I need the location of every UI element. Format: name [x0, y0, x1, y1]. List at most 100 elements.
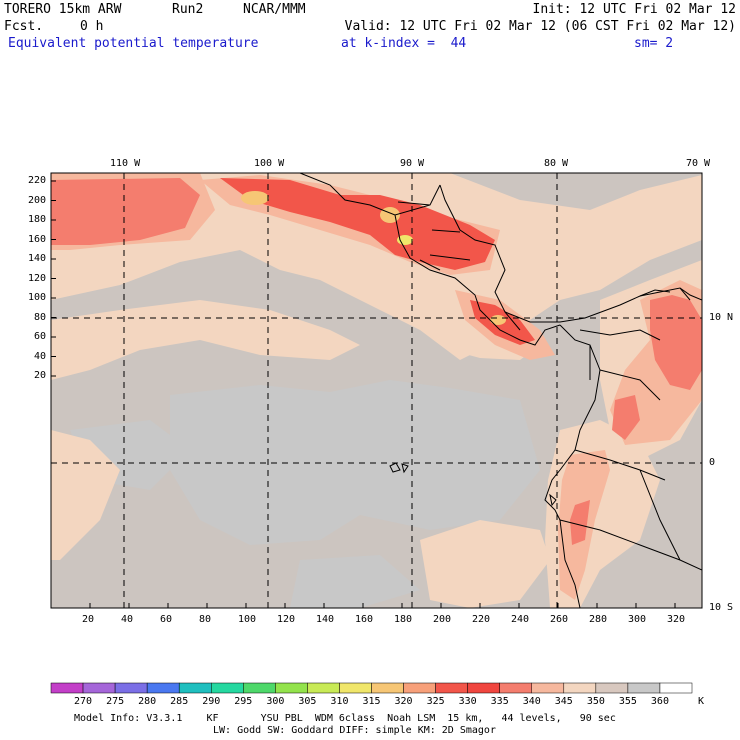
- colorbar-label: 345: [554, 696, 573, 707]
- field-name: Equivalent potential temperature: [8, 36, 259, 51]
- org-label: NCAR/MMM: [243, 2, 306, 17]
- x-tick-label: 60: [160, 614, 173, 625]
- colorbar-swatch: [659, 682, 693, 694]
- hot-spot: [490, 315, 506, 325]
- colorbar-label: 300: [266, 696, 285, 707]
- colorbar-swatch: [339, 682, 372, 694]
- smoothing-label: sm= 2: [634, 36, 674, 51]
- galapagos-islands: [389, 462, 409, 474]
- colorbar-label: 315: [362, 696, 381, 707]
- red-region: [612, 395, 640, 440]
- country-border-south-america: [559, 329, 702, 571]
- x-tick-label: 200: [433, 614, 452, 625]
- x-tick-label: 300: [628, 614, 647, 625]
- y-tick-label: 200: [27, 194, 46, 206]
- coastline-caribbean: [439, 184, 691, 323]
- colorbar-label: 295: [234, 696, 253, 707]
- model-name: TORERO 15km ARW: [4, 2, 122, 17]
- colorbar-label: 280: [138, 696, 157, 707]
- colorbar-swatch: [371, 682, 404, 694]
- red-region: [650, 295, 702, 390]
- y-tick-label: 20: [33, 370, 46, 381]
- x-tick-label: 40: [121, 614, 134, 625]
- peach-region: [420, 520, 550, 608]
- colorbar-swatch: [243, 682, 276, 694]
- valid-time: Valid: 12 UTC Fri 02 Mar 12 (06 CST Fri …: [344, 19, 736, 34]
- colorbar-swatch: [146, 682, 180, 694]
- colorbar-label: 275: [106, 696, 125, 707]
- colorbar-swatch: [595, 682, 629, 694]
- colorbar-label: 310: [330, 696, 349, 707]
- colorbar-label: 340: [522, 696, 541, 707]
- peach-region: [51, 300, 360, 380]
- x-tick-label: 280: [589, 614, 608, 625]
- lon-label-90w: 90 W: [400, 158, 425, 169]
- red-region: [220, 178, 495, 270]
- x-tick-label: 20: [82, 614, 95, 625]
- init-time: Init: 12 UTC Fri 02 Mar 12: [532, 2, 737, 17]
- x-tick-label: 140: [316, 614, 335, 625]
- colorbar-swatch: [307, 682, 340, 694]
- y-tick-label: 120: [27, 272, 46, 284]
- hot-spot: [380, 207, 400, 223]
- peach-region: [51, 173, 702, 360]
- x-tick-label: 120: [277, 614, 296, 625]
- red-region: [51, 178, 200, 245]
- x-tick-label: 260: [550, 614, 569, 625]
- hot-spot: [241, 191, 269, 205]
- lon-label-110w: 110 W: [110, 158, 141, 169]
- level-label: at k-index = 44: [341, 36, 467, 51]
- cocos-island: [549, 493, 557, 507]
- country-border: [397, 201, 521, 331]
- y-tick-label: 220: [27, 175, 46, 186]
- colorbar-label: 325: [426, 696, 445, 707]
- x-tick-label: 240: [511, 614, 530, 625]
- peach-region: [51, 430, 120, 560]
- map-frame: [50, 172, 703, 609]
- coastline-south-america: [544, 324, 601, 608]
- red-region: [570, 500, 590, 545]
- grey-patch: [290, 555, 420, 608]
- colorbar-swatch: [435, 682, 468, 694]
- y-tick-label: 40: [33, 350, 46, 362]
- coastline-venezuela: [639, 287, 702, 301]
- lat-label-10n: 10 N: [709, 312, 734, 323]
- lon-label-80w: 80 W: [544, 158, 569, 169]
- colorbar-swatch: [499, 682, 533, 694]
- colorbar-swatch: [50, 682, 84, 694]
- x-tick-label: 80: [199, 614, 212, 625]
- colorbar-swatch: [403, 682, 436, 694]
- y-tick-label: 160: [27, 233, 46, 245]
- colorbar-swatch: [82, 682, 116, 694]
- colorbar-label: 330: [458, 696, 477, 707]
- colorbar-label: 335: [490, 696, 509, 707]
- colorbar-label: 290: [202, 696, 221, 707]
- grey-patch: [170, 380, 540, 545]
- colorbar-label: 285: [170, 696, 189, 707]
- colorbar-swatch: [178, 682, 212, 694]
- colorbar-swatch: [531, 682, 565, 694]
- forecast-label: Fcst.: [4, 19, 44, 34]
- y-tick-label: 180: [27, 214, 46, 225]
- x-tick-label: 320: [667, 614, 686, 625]
- lat-label-0: 0: [709, 457, 716, 468]
- colorbar-swatch: [275, 682, 308, 694]
- x-tick-label: 180: [394, 614, 413, 625]
- colorbar-label: 350: [586, 696, 605, 707]
- colorbar-swatch: [627, 682, 661, 694]
- colorbar-label: 355: [618, 696, 637, 707]
- colorbar-label: 305: [298, 696, 317, 707]
- lon-label-70w: 70 W: [686, 158, 711, 169]
- x-tick-label: 100: [238, 614, 257, 625]
- y-tick-label: 60: [33, 331, 46, 342]
- run-label: Run2: [172, 2, 204, 17]
- y-tick-label: 140: [27, 253, 46, 264]
- colorbar-swatch: [211, 682, 244, 694]
- colorbar-label: 320: [394, 696, 413, 707]
- lat-label-10s: 10 S: [709, 602, 734, 613]
- model-info: Model Info: V3.3.1 KF YSU PBL WDM 6class…: [74, 713, 616, 724]
- x-tick-label: 220: [472, 614, 491, 625]
- y-tick-label: 80: [33, 311, 46, 323]
- colorbar: [50, 682, 693, 694]
